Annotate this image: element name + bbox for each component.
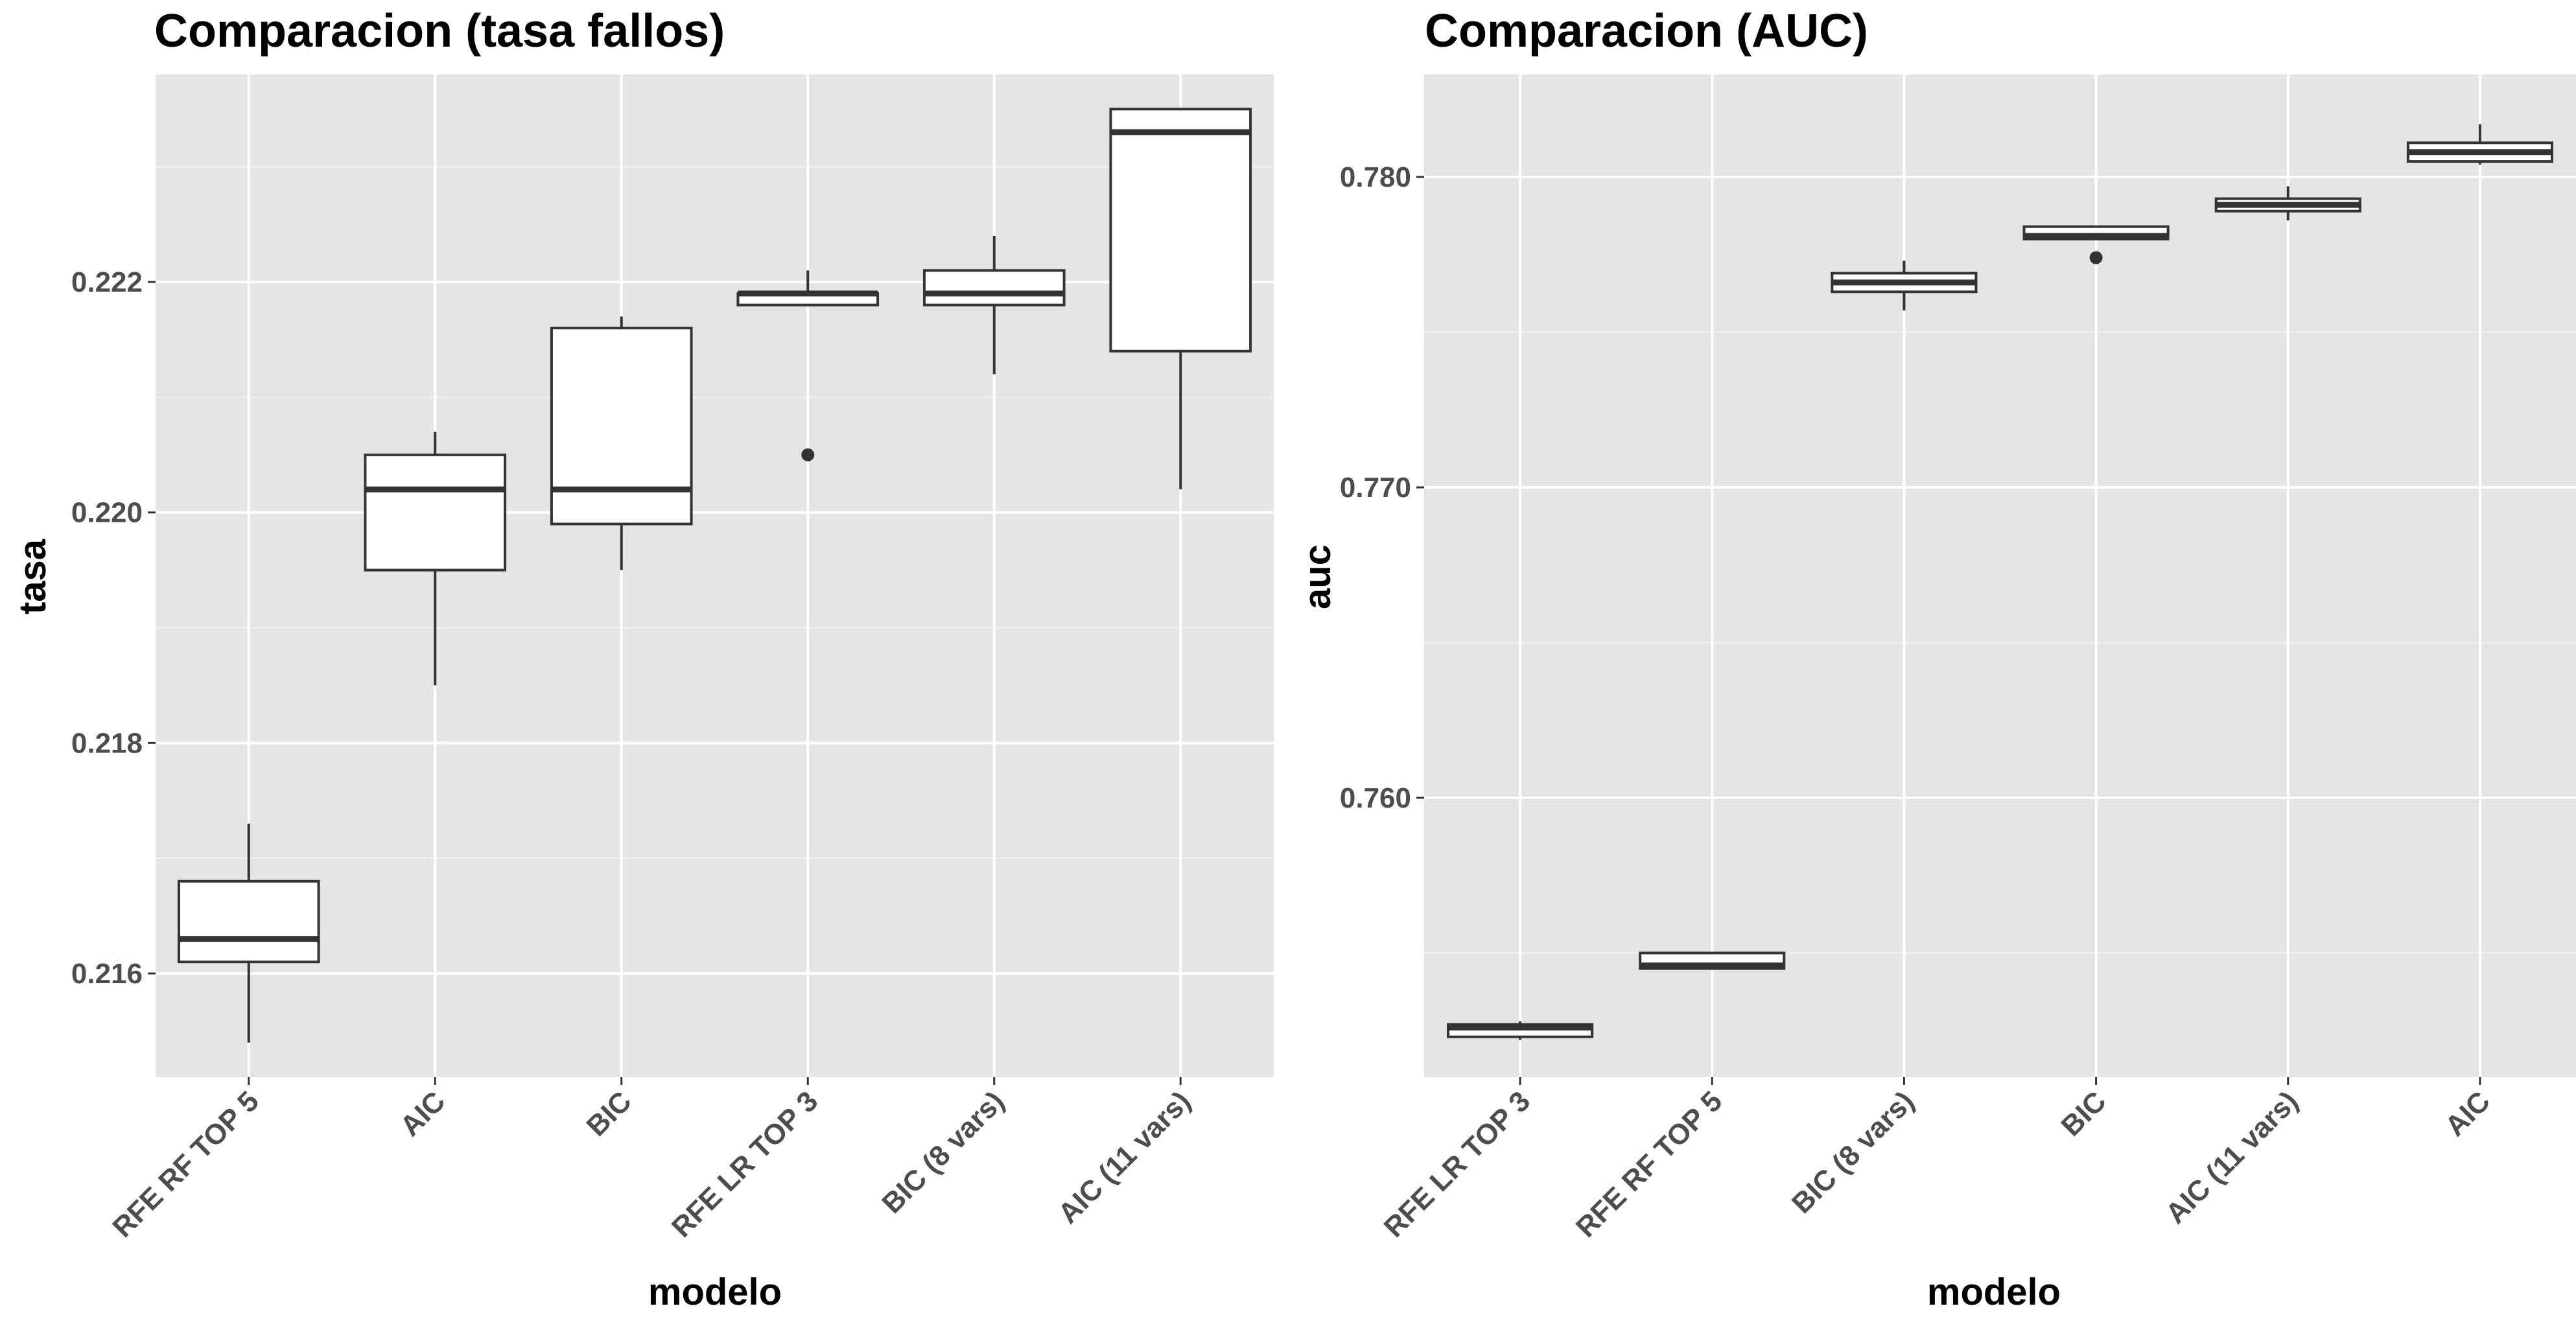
box-iqr (922, 269, 1066, 307)
outlier-point (2089, 251, 2103, 264)
x-tick-label: RFE LR TOP 3 (666, 1085, 824, 1243)
gridlines (156, 75, 1274, 1077)
box-aic (364, 432, 507, 686)
gridlines (1424, 75, 2576, 1077)
x-tick-label: BIC (8 vars) (1786, 1085, 1921, 1220)
x-tick-label: AIC (2439, 1085, 2496, 1142)
x-tick-label: AIC (11 vars) (2160, 1085, 2304, 1229)
x-tick-label: BIC (581, 1085, 638, 1142)
box-aic-11-vars (2214, 186, 2361, 221)
x-tick-label: RFE RF TOP 5 (106, 1085, 264, 1243)
x-tick-label: RFE LR TOP 3 (1378, 1085, 1536, 1243)
y-axis-ticks: 0.760 0.770 0.780 (1340, 161, 1424, 814)
x-tick-label: BIC (8 vars) (876, 1085, 1011, 1220)
box-bic (550, 316, 693, 570)
y-axis-title: tasa (12, 539, 54, 614)
box-rfe-lr-top-3 (1447, 1021, 1594, 1040)
box-bic-8-vars (922, 235, 1066, 375)
x-tick-label: BIC (2055, 1085, 2112, 1142)
y-tick-label: 0.216 (71, 958, 143, 990)
y-tick-label: 0.218 (71, 727, 143, 759)
chart-title: Comparacion (AUC) (1425, 5, 1868, 57)
y-tick-label: 0.760 (1340, 782, 1411, 814)
y-axis-title: auc (1296, 544, 1339, 609)
box-iqr (177, 880, 320, 964)
plot-background (156, 75, 1274, 1077)
box-iqr (550, 327, 693, 526)
outlier-point (801, 448, 815, 461)
x-axis-ticks: RFE LR TOP 3 RFE RF TOP 5 BIC (8 vars) BIC A… (1378, 1077, 2496, 1244)
x-axis-title: modelo (1927, 1271, 2061, 1313)
boxplots (1447, 124, 2553, 1040)
box-aic (2406, 124, 2553, 165)
box-aic-11-vars (1109, 108, 1252, 490)
y-tick-label: 0.770 (1340, 472, 1411, 504)
x-tick-label: RFE RF TOP 5 (1570, 1085, 1728, 1243)
boxplots (177, 108, 1252, 1043)
x-axis-ticks: RFE RF TOP 5 AIC BIC RFE LR TOP 3 BIC (8 var… (106, 1077, 1197, 1244)
y-tick-label: 0.780 (1340, 161, 1411, 193)
box-rfe-rf-top-5 (1639, 951, 1786, 970)
box-bic (2022, 225, 2170, 264)
chart-panel-tasa: Comparacion (tasa fallos) 0.216 0.218 0.22… (12, 5, 1274, 1313)
x-tick-label: AIC (11 vars) (1052, 1085, 1197, 1229)
box-rfe-rf-top-5 (177, 823, 320, 1043)
box-bic-8-vars (1831, 261, 1978, 310)
box-rfe-lr-top-3 (736, 270, 880, 461)
box-iqr (1109, 108, 1252, 353)
plot-background (1424, 75, 2576, 1077)
box-iqr (364, 453, 507, 572)
x-axis-title: modelo (648, 1271, 782, 1313)
y-axis-ticks: 0.216 0.218 0.220 0.222 (71, 266, 156, 990)
chart-title: Comparacion (tasa fallos) (154, 5, 725, 57)
chart-panel-auc: Comparacion (AUC) 0.760 0.770 0.780 RFE LR… (1296, 5, 2576, 1313)
y-tick-label: 0.222 (71, 266, 143, 298)
y-tick-label: 0.220 (71, 497, 143, 529)
x-tick-label: AIC (394, 1085, 451, 1142)
